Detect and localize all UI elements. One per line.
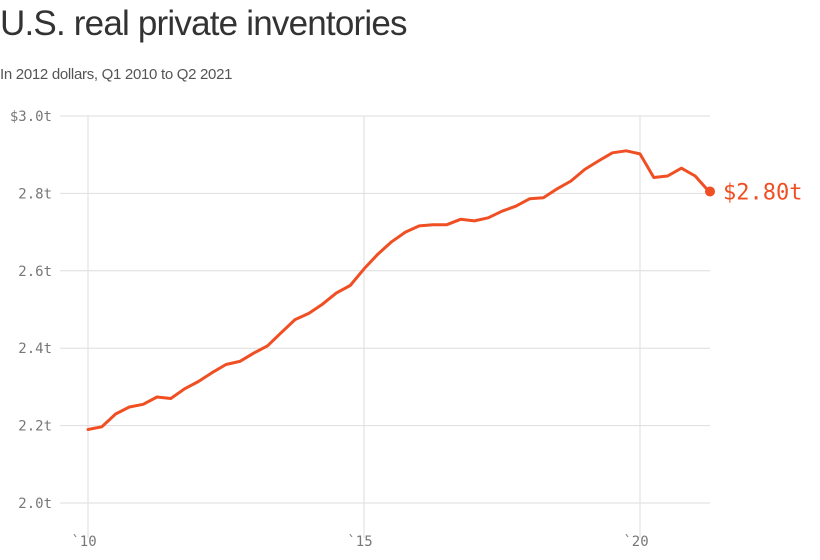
end-point-marker xyxy=(705,186,715,197)
chart-title: U.S. real private inventories xyxy=(0,4,408,43)
y-tick-label: 2.2t xyxy=(18,419,52,435)
series-line xyxy=(86,149,711,431)
y-tick-label: 2.6t xyxy=(18,264,52,280)
chart-subtitle: In 2012 dollars, Q1 2010 to Q2 2021 xyxy=(0,66,233,83)
y-axis-labels: $3.0t 2.8t 2.6t 2.4t 2.2t 2.0t xyxy=(10,109,52,512)
x-tick-label: `20 xyxy=(623,534,648,550)
grid-lines xyxy=(60,115,710,538)
x-axis-labels: `10 `15 `20 xyxy=(71,534,648,550)
y-tick-label: 2.0t xyxy=(18,496,52,512)
end-annotation: $2.80t xyxy=(705,180,802,205)
series-group xyxy=(86,149,711,431)
y-tick-label: $3.0t xyxy=(10,109,52,125)
y-tick-label: 2.4t xyxy=(18,341,52,357)
x-tick-label: `15 xyxy=(347,534,372,550)
y-tick-label: 2.8t xyxy=(18,186,52,202)
x-tick-label: `10 xyxy=(71,534,96,550)
end-value-label: $2.80t xyxy=(723,180,802,205)
